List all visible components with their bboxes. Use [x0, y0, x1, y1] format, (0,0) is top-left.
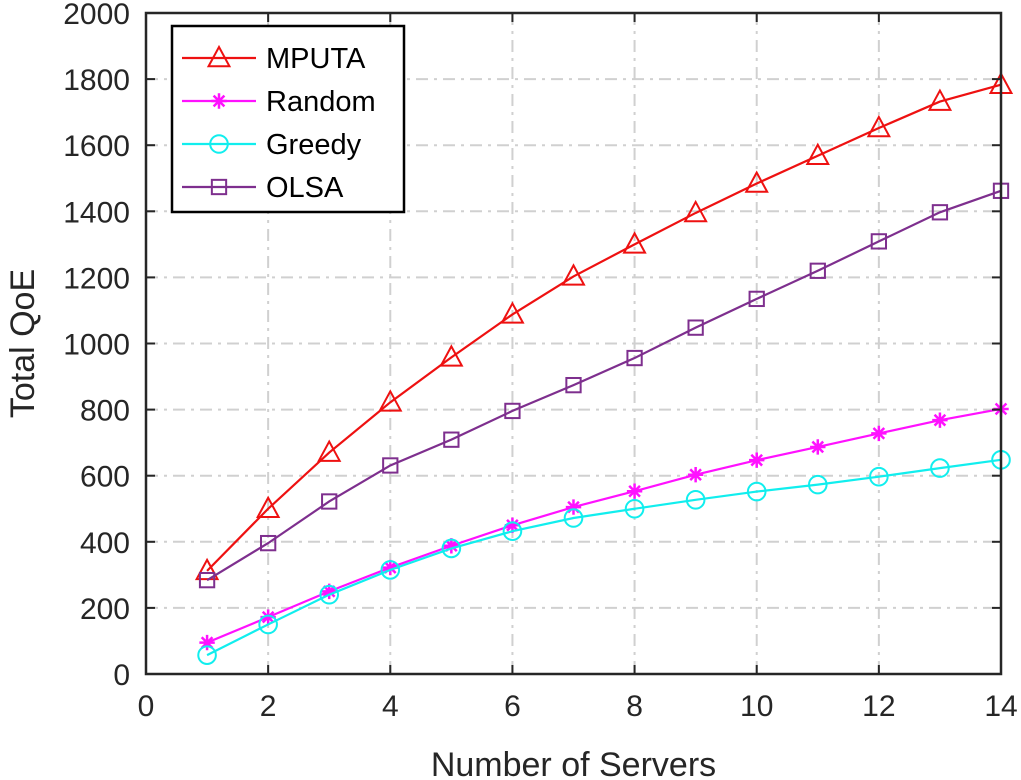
legend-label: OLSA — [266, 172, 344, 204]
asterisk-marker — [871, 425, 887, 442]
triangle-marker — [927, 88, 953, 111]
y-tick-label: 400 — [80, 527, 130, 560]
circle-marker — [197, 645, 217, 665]
legend-label: MPUTA — [266, 43, 366, 75]
circle-marker — [930, 458, 950, 478]
square-marker — [259, 534, 277, 552]
circle-marker — [502, 521, 523, 542]
x-tick-label: 2 — [260, 690, 277, 723]
square-marker — [870, 233, 888, 250]
triangle-marker — [683, 199, 708, 223]
y-axis-title: Total QoE — [4, 269, 42, 418]
square-marker — [748, 290, 765, 308]
circle-marker — [563, 508, 584, 528]
x-tick-label: 12 — [862, 690, 895, 723]
circle-marker — [807, 474, 828, 495]
y-tick-label: 1600 — [63, 130, 130, 163]
y-tick-label: 2000 — [63, 0, 130, 31]
x-axis-title: Number of Servers — [431, 746, 716, 780]
square-marker — [504, 402, 521, 420]
circle-marker — [746, 481, 767, 502]
circle-marker — [258, 614, 278, 635]
series-olsa — [198, 182, 1010, 589]
square-marker — [687, 319, 704, 336]
triangle-marker — [206, 44, 232, 68]
legend-label: Random — [266, 86, 376, 118]
x-tick-label: 10 — [740, 690, 773, 723]
asterisk-marker — [932, 412, 948, 428]
asterisk-marker — [749, 452, 765, 468]
triangle-marker — [256, 495, 281, 518]
legend-item-olsa: OLSA — [182, 172, 344, 204]
series-greedy — [197, 450, 1011, 665]
triangle-marker — [805, 142, 830, 166]
asterisk-marker — [321, 583, 337, 600]
asterisk-marker — [565, 499, 582, 515]
circle-marker — [380, 560, 401, 580]
axis-ticks: 0 2 4 6 8 10 12 14 0 200 400 600 800 1000 1200 1400 1600… — [63, 0, 1017, 723]
asterisk-marker — [199, 634, 215, 651]
triangle-marker — [378, 389, 403, 412]
series-line — [206, 189, 1002, 582]
circle-marker — [319, 584, 340, 605]
asterisk-marker — [260, 609, 276, 625]
legend-item-random: Random — [182, 86, 376, 118]
triangle-marker — [317, 439, 342, 462]
triangle-marker — [866, 114, 891, 138]
asterisk-marker — [382, 559, 398, 576]
triangle-marker — [744, 170, 769, 193]
asterisk-marker — [211, 93, 227, 109]
triangle-marker — [622, 231, 647, 254]
circle-marker — [441, 538, 462, 559]
y-tick-label: 200 — [80, 593, 130, 626]
asterisk-marker — [626, 483, 643, 499]
x-tick-label: 8 — [626, 690, 643, 723]
y-tick-label: 1000 — [63, 329, 130, 362]
asterisk-marker — [810, 439, 826, 455]
series-line — [206, 458, 1002, 657]
series-random — [199, 401, 1009, 651]
asterisk-marker — [687, 467, 704, 483]
triangle-marker — [439, 344, 464, 367]
series-lines — [194, 71, 1014, 665]
legend-label: Greedy — [266, 129, 362, 161]
square-marker — [443, 431, 460, 448]
y-tick-label: 1400 — [63, 196, 130, 229]
y-tick-label: 0 — [113, 659, 130, 692]
circle-marker — [624, 498, 645, 519]
square-marker — [809, 262, 826, 279]
legend: MPUTA Random Greedy OLSA — [170, 24, 406, 214]
asterisk-marker — [443, 538, 460, 554]
y-tick-label: 1200 — [63, 262, 130, 295]
x-tick-label: 4 — [382, 690, 399, 723]
square-marker — [565, 376, 582, 394]
x-tick-label: 6 — [504, 690, 521, 723]
circle-marker — [685, 490, 706, 510]
square-marker — [382, 457, 399, 474]
asterisk-marker — [504, 517, 521, 533]
circle-marker — [869, 466, 889, 487]
circle-marker — [209, 134, 229, 154]
square-marker — [210, 178, 228, 196]
x-tick-label: 0 — [138, 690, 155, 723]
series-line — [206, 83, 1002, 572]
triangle-marker — [561, 263, 586, 286]
y-tick-label: 600 — [80, 461, 130, 494]
x-tick-label: 14 — [984, 690, 1017, 723]
square-marker — [626, 349, 643, 367]
y-tick-label: 1800 — [63, 64, 130, 97]
legend-item-greedy: Greedy — [182, 129, 362, 161]
square-marker — [198, 571, 216, 589]
square-marker — [931, 204, 949, 221]
series-line — [206, 407, 1002, 644]
triangle-marker — [500, 301, 525, 324]
y-tick-label: 800 — [80, 395, 130, 428]
square-marker — [321, 493, 338, 510]
legend-item-mputa: MPUTA — [182, 43, 366, 75]
